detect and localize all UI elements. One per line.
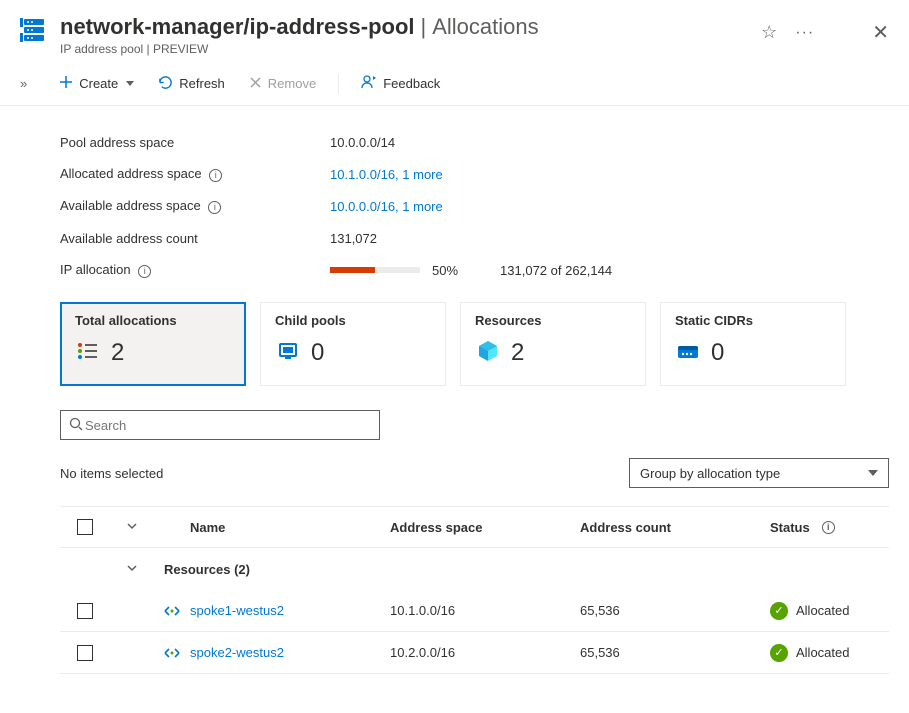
ip-alloc-ratio: 131,072 of 262,144 — [500, 263, 612, 278]
column-status[interactable]: Status i — [770, 520, 889, 535]
search-box[interactable] — [60, 410, 380, 440]
breadcrumb-leaf: Allocations — [432, 14, 538, 40]
summary-cards: Total allocations 2 Child pools 0 Resources 2… — [60, 302, 889, 386]
table-header: Name Address space Address count Status … — [60, 506, 889, 548]
status-text: Allocated — [796, 603, 849, 618]
allocated-space-value[interactable]: 10.1.0.0/16, 1 more — [330, 158, 889, 190]
pool-icon — [20, 16, 48, 47]
row-checkbox[interactable] — [77, 603, 93, 619]
breadcrumb-path: network-manager/ip-address-pool — [60, 14, 415, 40]
table-row[interactable]: spoke1-westus2 10.1.0.0/1665,536✓ Allocate… — [60, 590, 889, 632]
group-label: Resources (2) — [164, 562, 250, 577]
group-by-select[interactable]: Group by allocation type — [629, 458, 889, 488]
group-by-label: Group by allocation type — [640, 466, 780, 481]
row-checkbox[interactable] — [77, 645, 93, 661]
card-value: 0 — [311, 339, 324, 367]
available-count-value: 131,072 — [330, 222, 889, 254]
pool-info: Pool address space 10.0.0.0/14 Allocated… — [60, 126, 889, 286]
info-icon[interactable]: i — [209, 169, 222, 182]
column-address-space[interactable]: Address space — [390, 520, 580, 535]
favorite-icon[interactable]: ☆ — [761, 22, 777, 43]
summary-card[interactable]: Child pools 0 — [260, 302, 446, 386]
vnet-icon — [154, 644, 190, 662]
card-title: Resources — [475, 313, 631, 328]
blade-header: network-manager/ip-address-pool | Alloca… — [0, 0, 909, 64]
allocated-space-label: Allocated address space i — [60, 158, 330, 190]
resource-link[interactable]: spoke1-westus2 — [190, 603, 284, 618]
close-icon[interactable]: ✕ — [872, 20, 889, 45]
chevron-down-icon — [868, 470, 878, 476]
summary-card[interactable]: Total allocations 2 — [60, 302, 246, 386]
info-icon[interactable]: i — [208, 201, 221, 214]
address-count-value: 65,536 — [580, 645, 770, 660]
refresh-button[interactable]: Refresh — [148, 71, 235, 97]
selection-status: No items selected — [60, 466, 163, 481]
create-button[interactable]: Create — [49, 71, 144, 96]
search-icon — [69, 417, 83, 434]
card-title: Total allocations — [75, 313, 231, 328]
column-address-count[interactable]: Address count — [580, 520, 770, 535]
status-text: Allocated — [796, 645, 849, 660]
select-all-checkbox[interactable] — [77, 519, 93, 535]
command-bar: » Create Refresh Remove Feedback — [0, 64, 909, 106]
blade-subtitle: IP address pool | PREVIEW — [60, 42, 751, 56]
status-success-icon: ✓ — [770, 602, 788, 620]
card-icon — [275, 338, 301, 367]
card-value: 2 — [111, 339, 124, 367]
ip-alloc-label: IP allocation i — [60, 254, 330, 286]
breadcrumb-sep: | — [421, 14, 427, 40]
card-value: 0 — [711, 339, 724, 367]
more-icon[interactable]: ··· — [795, 24, 814, 42]
info-icon[interactable]: i — [822, 521, 835, 534]
column-name[interactable]: Name — [190, 520, 390, 535]
card-icon — [675, 338, 701, 367]
available-space-label: Available address space i — [60, 190, 330, 222]
toolbar-separator — [338, 74, 339, 94]
chevron-down-icon[interactable] — [126, 520, 138, 535]
table-row[interactable]: spoke2-westus2 10.2.0.0/1665,536✓ Allocate… — [60, 632, 889, 674]
pool-space-label: Pool address space — [60, 126, 330, 158]
group-row-resources[interactable]: Resources (2) — [60, 548, 889, 590]
pool-space-value: 10.0.0.0/14 — [330, 126, 889, 158]
info-icon[interactable]: i — [138, 265, 151, 278]
remove-label: Remove — [268, 76, 316, 91]
card-title: Child pools — [275, 313, 431, 328]
ip-alloc-percent: 50% — [432, 263, 458, 278]
refresh-icon — [158, 75, 173, 93]
breadcrumb: network-manager/ip-address-pool | Alloca… — [60, 14, 751, 40]
ip-alloc-progress — [330, 267, 420, 273]
feedback-icon — [361, 74, 377, 93]
address-space-value: 10.1.0.0/16 — [390, 603, 580, 618]
address-space-value: 10.2.0.0/16 — [390, 645, 580, 660]
feedback-label: Feedback — [383, 76, 440, 91]
feedback-button[interactable]: Feedback — [351, 70, 450, 97]
card-value: 2 — [511, 339, 524, 367]
resource-link[interactable]: spoke2-westus2 — [190, 645, 284, 660]
vnet-icon — [154, 602, 190, 620]
plus-icon — [59, 75, 73, 92]
card-title: Static CIDRs — [675, 313, 831, 328]
remove-button: Remove — [239, 72, 326, 96]
summary-card[interactable]: Static CIDRs 0 — [660, 302, 846, 386]
available-space-value[interactable]: 10.0.0.0/16, 1 more — [330, 190, 889, 222]
allocations-table: Name Address space Address count Status … — [60, 506, 889, 674]
card-icon — [475, 338, 501, 367]
status-success-icon: ✓ — [770, 644, 788, 662]
summary-card[interactable]: Resources 2 — [460, 302, 646, 386]
card-icon — [75, 338, 101, 367]
chevron-down-icon[interactable] — [126, 562, 138, 577]
available-count-label: Available address count — [60, 222, 330, 254]
refresh-label: Refresh — [179, 76, 225, 91]
search-input[interactable] — [83, 417, 371, 434]
create-label: Create — [79, 76, 118, 91]
remove-icon — [249, 76, 262, 92]
address-count-value: 65,536 — [580, 603, 770, 618]
expand-menu-icon[interactable]: » — [20, 76, 27, 91]
